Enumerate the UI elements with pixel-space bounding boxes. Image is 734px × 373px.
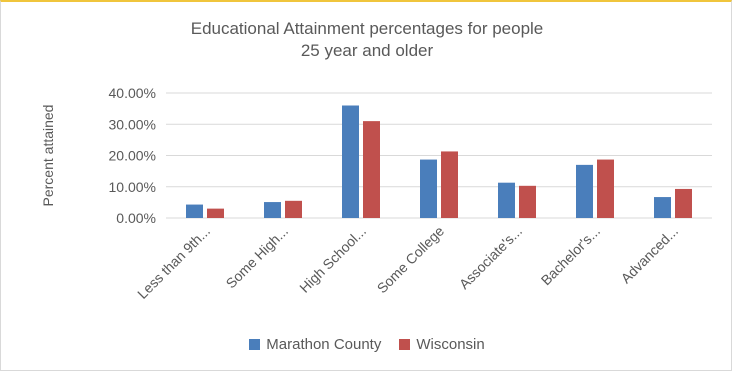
bar-wisconsin [207,208,224,218]
bar-wisconsin [675,188,692,218]
bar-marathon-county [654,197,671,218]
x-tick-label: Some College [374,223,448,297]
bar-marathon-county [576,164,593,218]
bar-marathon-county [498,182,515,218]
bar-wisconsin [597,159,614,218]
bar-marathon-county [186,204,203,218]
bar-marathon-county [420,159,437,218]
x-tick-label: Bachelor's... [538,223,603,288]
chart-title-line-2: 25 year and older [300,41,434,60]
y-tick-label: 30.00% [109,116,156,132]
bar-wisconsin [285,200,302,218]
x-tick-label: Advanced... [618,223,682,287]
legend-item-marathon-county: Marathon County [249,336,381,353]
legend-item-wisconsin: Wisconsin [399,336,485,353]
x-tick-label: Associate's... [456,223,525,292]
bar-marathon-county [342,105,359,218]
x-tick-label: Less than 9th... [134,223,213,302]
legend-label-wisconsin: Wisconsin [416,336,485,353]
bar-wisconsin [519,185,536,218]
bar-wisconsin [441,151,458,218]
y-tick-label: 20.00% [109,148,156,164]
y-tick-label: 40.00% [109,85,156,101]
y-tick-label: 0.00% [116,210,156,226]
legend-label-marathon-county: Marathon County [266,336,382,353]
bar-wisconsin [363,121,380,218]
chart-title: Educational Attainment percentages for p… [0,18,734,62]
y-tick-label: 10.00% [109,179,156,195]
chart-legend: Marathon County Wisconsin [0,336,734,353]
legend-swatch-wisconsin [399,339,411,350]
y-axis-label: Percent attained [40,105,56,207]
x-tick-label: Some High... [223,223,292,292]
legend-swatch-marathon-county [249,339,261,350]
bar-marathon-county [264,202,281,218]
chart-title-line-1: Educational Attainment percentages for p… [190,19,544,38]
x-tick-label: High School... [296,223,369,296]
